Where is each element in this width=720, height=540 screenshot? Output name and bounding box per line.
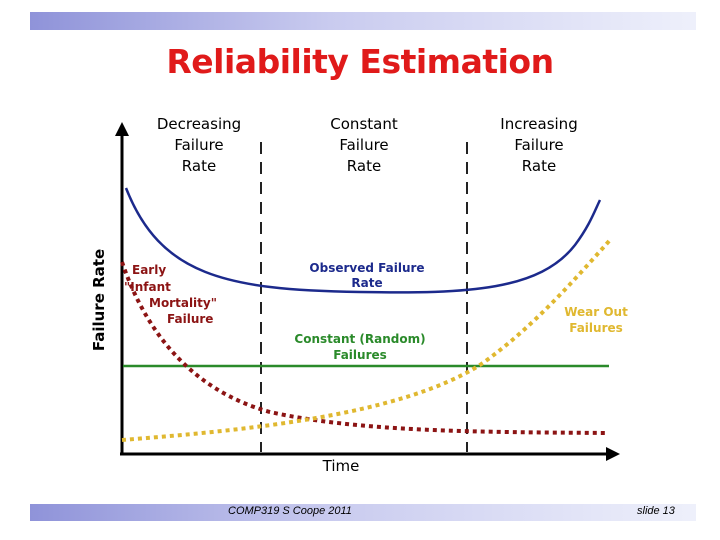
region-increasing-line2: Failure	[514, 136, 563, 154]
observed-label-line2: Rate	[351, 276, 382, 290]
infant-label-line1: Early	[132, 263, 166, 277]
infant-label-line3: Mortality"	[149, 296, 217, 310]
region-increasing-line1: Increasing	[500, 115, 577, 133]
region-decreasing-line2: Failure	[174, 136, 223, 154]
region-constant-line1: Constant	[330, 115, 398, 133]
observed-failure-curve	[124, 187, 602, 294]
x-axis-arrow	[606, 447, 620, 461]
infant-label-line4: Failure	[167, 312, 213, 326]
footer-band	[30, 504, 696, 521]
infant-mortality-curve	[120, 261, 606, 435]
region-constant-line2: Failure	[339, 136, 388, 154]
region-constant-line3: Rate	[347, 157, 381, 175]
region-increasing-line3: Rate	[522, 157, 556, 175]
infant-label-line2: "Infant	[124, 280, 171, 294]
wearout-label-line2: Failures	[569, 321, 623, 335]
observed-label-line1: Observed Failure	[309, 261, 424, 275]
y-axis-arrow	[115, 122, 129, 136]
x-axis-label: Time	[322, 457, 360, 475]
slide-title: Reliability Estimation	[166, 42, 554, 81]
constant-label-line1: Constant (Random)	[294, 332, 425, 346]
footer-course: COMP319 S Coope 2011	[228, 505, 352, 517]
region-decreasing-line3: Rate	[182, 157, 216, 175]
region-decreasing-line1: Decreasing	[157, 115, 241, 133]
header-band	[30, 12, 696, 30]
y-axis-label: Failure Rate	[90, 249, 108, 351]
slide-number: slide 13	[637, 505, 675, 517]
wearout-label-line1: Wear Out	[564, 305, 628, 319]
constant-label-line2: Failures	[333, 348, 387, 362]
wear-out-curve	[121, 238, 612, 442]
